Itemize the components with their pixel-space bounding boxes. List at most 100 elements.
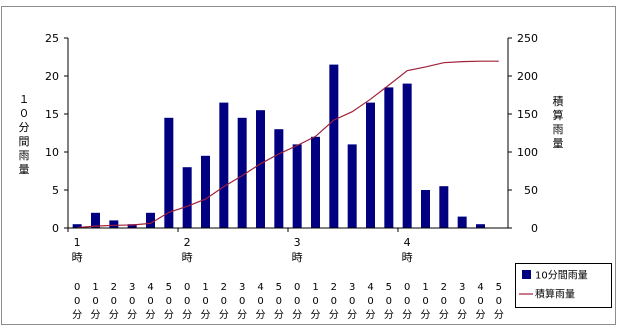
minute-label-digit: 5	[496, 282, 502, 293]
bar	[146, 212, 155, 228]
bar	[347, 144, 357, 228]
minute-label-zero: 0	[221, 296, 227, 307]
right-tick-label: 0	[531, 222, 538, 235]
minute-label-unit: 分	[457, 309, 467, 321]
minute-label-zero: 0	[294, 296, 300, 307]
bar	[421, 190, 430, 228]
bar	[182, 167, 192, 228]
minute-label-digit: 3	[239, 282, 245, 293]
left-tick-label: 10	[45, 146, 59, 159]
minute-label-unit: 分	[91, 309, 101, 321]
minute-label-zero: 0	[257, 296, 263, 307]
minute-label-zero: 0	[312, 296, 318, 307]
left-tick-label: 20	[45, 70, 59, 83]
minute-label-digit: 1	[422, 282, 428, 293]
minute-label-zero: 0	[166, 296, 172, 307]
minute-label-digit: 0	[74, 282, 80, 293]
bar	[292, 144, 302, 228]
minute-label-digit: 0	[404, 282, 410, 293]
minute-label-unit: 分	[366, 309, 376, 321]
bar	[219, 102, 229, 228]
minute-label-digit: 5	[386, 282, 392, 293]
minute-label-zero: 0	[459, 296, 465, 307]
bar	[402, 83, 412, 228]
bar	[329, 64, 339, 228]
minute-label-zero: 0	[349, 296, 355, 307]
minute-label-digit: 1	[312, 282, 318, 293]
minute-label-digit: 2	[221, 282, 227, 293]
minute-label-digit: 3	[459, 282, 465, 293]
minute-label-unit: 分	[182, 309, 192, 321]
minute-label-unit: 分	[274, 309, 284, 321]
minute-label-zero: 0	[441, 296, 447, 307]
minute-label-digit: 5	[276, 282, 282, 293]
bar	[457, 216, 467, 228]
left-tick-label: 5	[52, 184, 59, 197]
hour-label: 1	[74, 236, 81, 249]
hour-label: 3	[294, 236, 301, 249]
minute-label-unit: 分	[439, 309, 449, 321]
bar	[237, 117, 247, 228]
minute-label-digit: 3	[349, 282, 355, 293]
minute-label-unit: 分	[219, 309, 229, 321]
chart-frame	[1, 6, 616, 325]
hour-label: 4	[404, 236, 411, 249]
bar	[439, 186, 449, 228]
left-tick-label: 0	[52, 222, 59, 235]
minute-label-digit: 1	[202, 282, 208, 293]
minute-label-unit: 分	[164, 309, 174, 321]
minute-label-zero: 0	[239, 296, 245, 307]
minute-label-zero: 0	[477, 296, 483, 307]
left-axis-title: １０分間雨量	[19, 93, 30, 176]
minute-label-digit: 5	[166, 282, 172, 293]
minute-label-zero: 0	[74, 296, 80, 307]
minute-label-unit: 分	[347, 309, 357, 321]
left-axis-ticks: 0 5 10 15 20 25	[45, 32, 68, 235]
legend-line-label: 積算雨量	[535, 288, 575, 301]
bar	[476, 224, 485, 228]
minute-label-digit: 4	[257, 282, 263, 293]
hour-suffix: 時	[292, 251, 303, 264]
minute-label-digit: 4	[147, 282, 153, 293]
right-tick-label: 100	[517, 146, 538, 159]
minute-label-zero: 0	[367, 296, 373, 307]
minute-label-unit: 分	[256, 309, 266, 321]
minute-label-zero: 0	[184, 296, 190, 307]
right-axis-title: 積算雨量	[553, 94, 564, 150]
minute-label-zero: 0	[147, 296, 153, 307]
minute-label-unit: 分	[146, 309, 156, 321]
right-axis-ticks: 0 50 100 150 200 250	[508, 32, 538, 235]
minute-label-zero: 0	[331, 296, 337, 307]
legend-box	[515, 263, 612, 308]
minute-label-zero: 0	[386, 296, 392, 307]
left-tick-label: 25	[45, 32, 59, 45]
minute-label-digit: 2	[441, 282, 447, 293]
minute-label-digit: 4	[367, 282, 373, 293]
minute-label-zero: 0	[202, 296, 208, 307]
hour-suffix: 時	[402, 251, 413, 264]
cumulative-line	[77, 60, 499, 229]
bar	[91, 212, 100, 228]
minute-label-unit: 分	[384, 309, 394, 321]
bar	[366, 102, 375, 228]
legend: 10分間雨量 積算雨量	[515, 263, 612, 308]
right-tick-label: 150	[517, 108, 538, 121]
minute-label-unit: 分	[109, 309, 119, 321]
legend-bar-label: 10分間雨量	[535, 270, 588, 282]
minute-labels: 00分10分20分30分40分50分00分10分20分30分40分50分00分1…	[72, 282, 504, 321]
right-tick-label: 200	[517, 70, 538, 83]
hour-suffix: 時	[182, 251, 193, 264]
hour-label: 2	[184, 236, 191, 249]
hour-suffix: 時	[72, 251, 83, 264]
minute-label-digit: 2	[111, 282, 117, 293]
minute-label-unit: 分	[201, 309, 211, 321]
minute-label-digit: 0	[294, 282, 300, 293]
right-tick-label: 50	[524, 184, 538, 197]
minute-label-unit: 分	[72, 309, 82, 321]
bar-series	[72, 64, 485, 229]
minute-label-unit: 分	[329, 309, 339, 321]
minute-label-zero: 0	[92, 296, 98, 307]
minute-label-unit: 分	[421, 309, 431, 321]
hour-labels: 1 時 2 時 3 時 4 時	[67, 228, 413, 264]
